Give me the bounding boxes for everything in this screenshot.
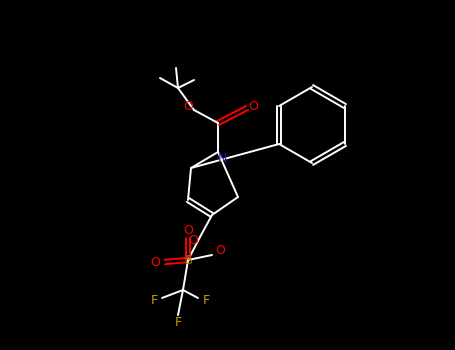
Text: O: O xyxy=(183,224,193,237)
Text: O: O xyxy=(183,100,193,113)
Text: O: O xyxy=(248,99,258,112)
Text: S: S xyxy=(184,254,192,267)
Text: F: F xyxy=(202,294,210,307)
Text: O: O xyxy=(188,234,198,247)
Text: O: O xyxy=(215,244,225,257)
Text: F: F xyxy=(174,316,182,329)
Text: O: O xyxy=(150,256,160,268)
Text: N: N xyxy=(217,153,227,166)
Text: F: F xyxy=(151,294,157,307)
